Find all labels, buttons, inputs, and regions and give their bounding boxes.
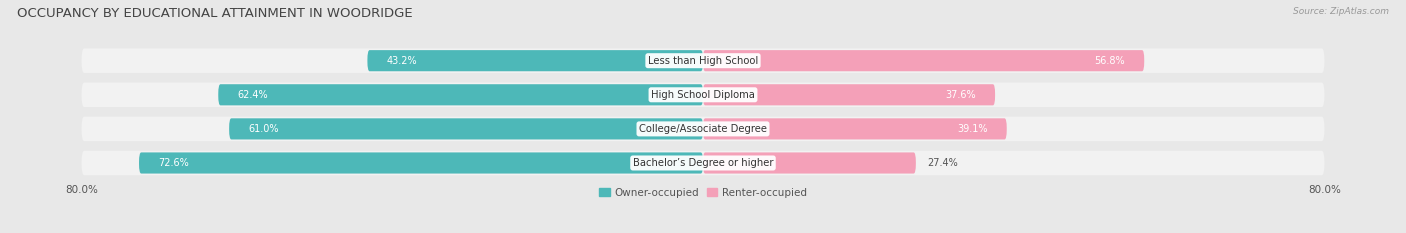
FancyBboxPatch shape [82, 151, 1324, 175]
Legend: Owner-occupied, Renter-occupied: Owner-occupied, Renter-occupied [595, 183, 811, 202]
Text: High School Diploma: High School Diploma [651, 90, 755, 100]
FancyBboxPatch shape [703, 152, 915, 174]
Text: 56.8%: 56.8% [1094, 56, 1125, 66]
Text: 37.6%: 37.6% [945, 90, 976, 100]
Text: 62.4%: 62.4% [238, 90, 269, 100]
Text: 39.1%: 39.1% [957, 124, 987, 134]
Text: Bachelor’s Degree or higher: Bachelor’s Degree or higher [633, 158, 773, 168]
FancyBboxPatch shape [229, 118, 703, 140]
Text: 27.4%: 27.4% [928, 158, 959, 168]
Text: 61.0%: 61.0% [249, 124, 278, 134]
Text: Source: ZipAtlas.com: Source: ZipAtlas.com [1294, 7, 1389, 16]
FancyBboxPatch shape [82, 82, 1324, 107]
FancyBboxPatch shape [82, 116, 1324, 141]
FancyBboxPatch shape [703, 50, 1144, 71]
FancyBboxPatch shape [139, 152, 703, 174]
FancyBboxPatch shape [367, 50, 703, 71]
FancyBboxPatch shape [218, 84, 703, 105]
FancyBboxPatch shape [703, 84, 995, 105]
Text: Less than High School: Less than High School [648, 56, 758, 66]
Text: 43.2%: 43.2% [387, 56, 418, 66]
FancyBboxPatch shape [703, 118, 1007, 140]
FancyBboxPatch shape [82, 48, 1324, 73]
Text: OCCUPANCY BY EDUCATIONAL ATTAINMENT IN WOODRIDGE: OCCUPANCY BY EDUCATIONAL ATTAINMENT IN W… [17, 7, 412, 20]
Text: College/Associate Degree: College/Associate Degree [638, 124, 768, 134]
Text: 72.6%: 72.6% [159, 158, 190, 168]
